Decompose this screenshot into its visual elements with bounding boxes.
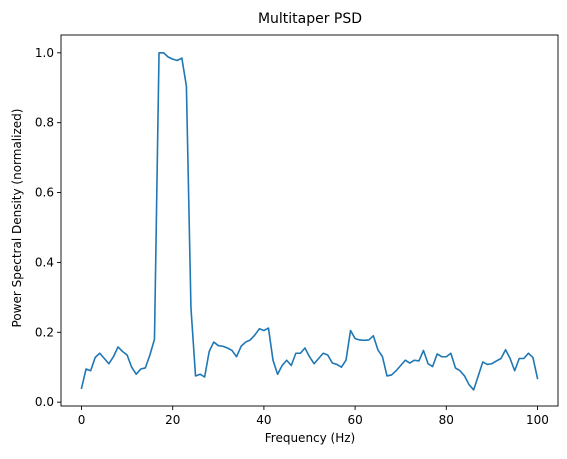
y-tick-label: 1.0 bbox=[35, 46, 54, 60]
y-tick-label: 0.0 bbox=[35, 395, 54, 409]
x-tick-label: 80 bbox=[439, 413, 454, 427]
x-axis-label: Frequency (Hz) bbox=[265, 431, 356, 445]
y-tick-label: 0.6 bbox=[35, 186, 54, 200]
y-tick-label: 0.2 bbox=[35, 325, 54, 339]
y-tick-label: 0.4 bbox=[35, 255, 54, 269]
x-tick-label: 0 bbox=[78, 413, 86, 427]
chart-title: Multitaper PSD bbox=[258, 11, 362, 27]
plot-area: 0 20 40 60 80 100 0.0 0.2 0.4 0.6 0.8 1.0 bbox=[35, 34, 559, 427]
y-tick-label: 0.8 bbox=[35, 116, 54, 130]
x-tick-label: 100 bbox=[526, 413, 549, 427]
series-line-0 bbox=[80, 52, 539, 391]
y-axis-label: Power Spectral Density (normalized) bbox=[10, 109, 24, 328]
x-tick-label: 60 bbox=[347, 413, 362, 427]
axes-frame bbox=[60, 34, 559, 407]
x-tick-label: 40 bbox=[256, 413, 271, 427]
x-tick-label: 20 bbox=[165, 413, 180, 427]
